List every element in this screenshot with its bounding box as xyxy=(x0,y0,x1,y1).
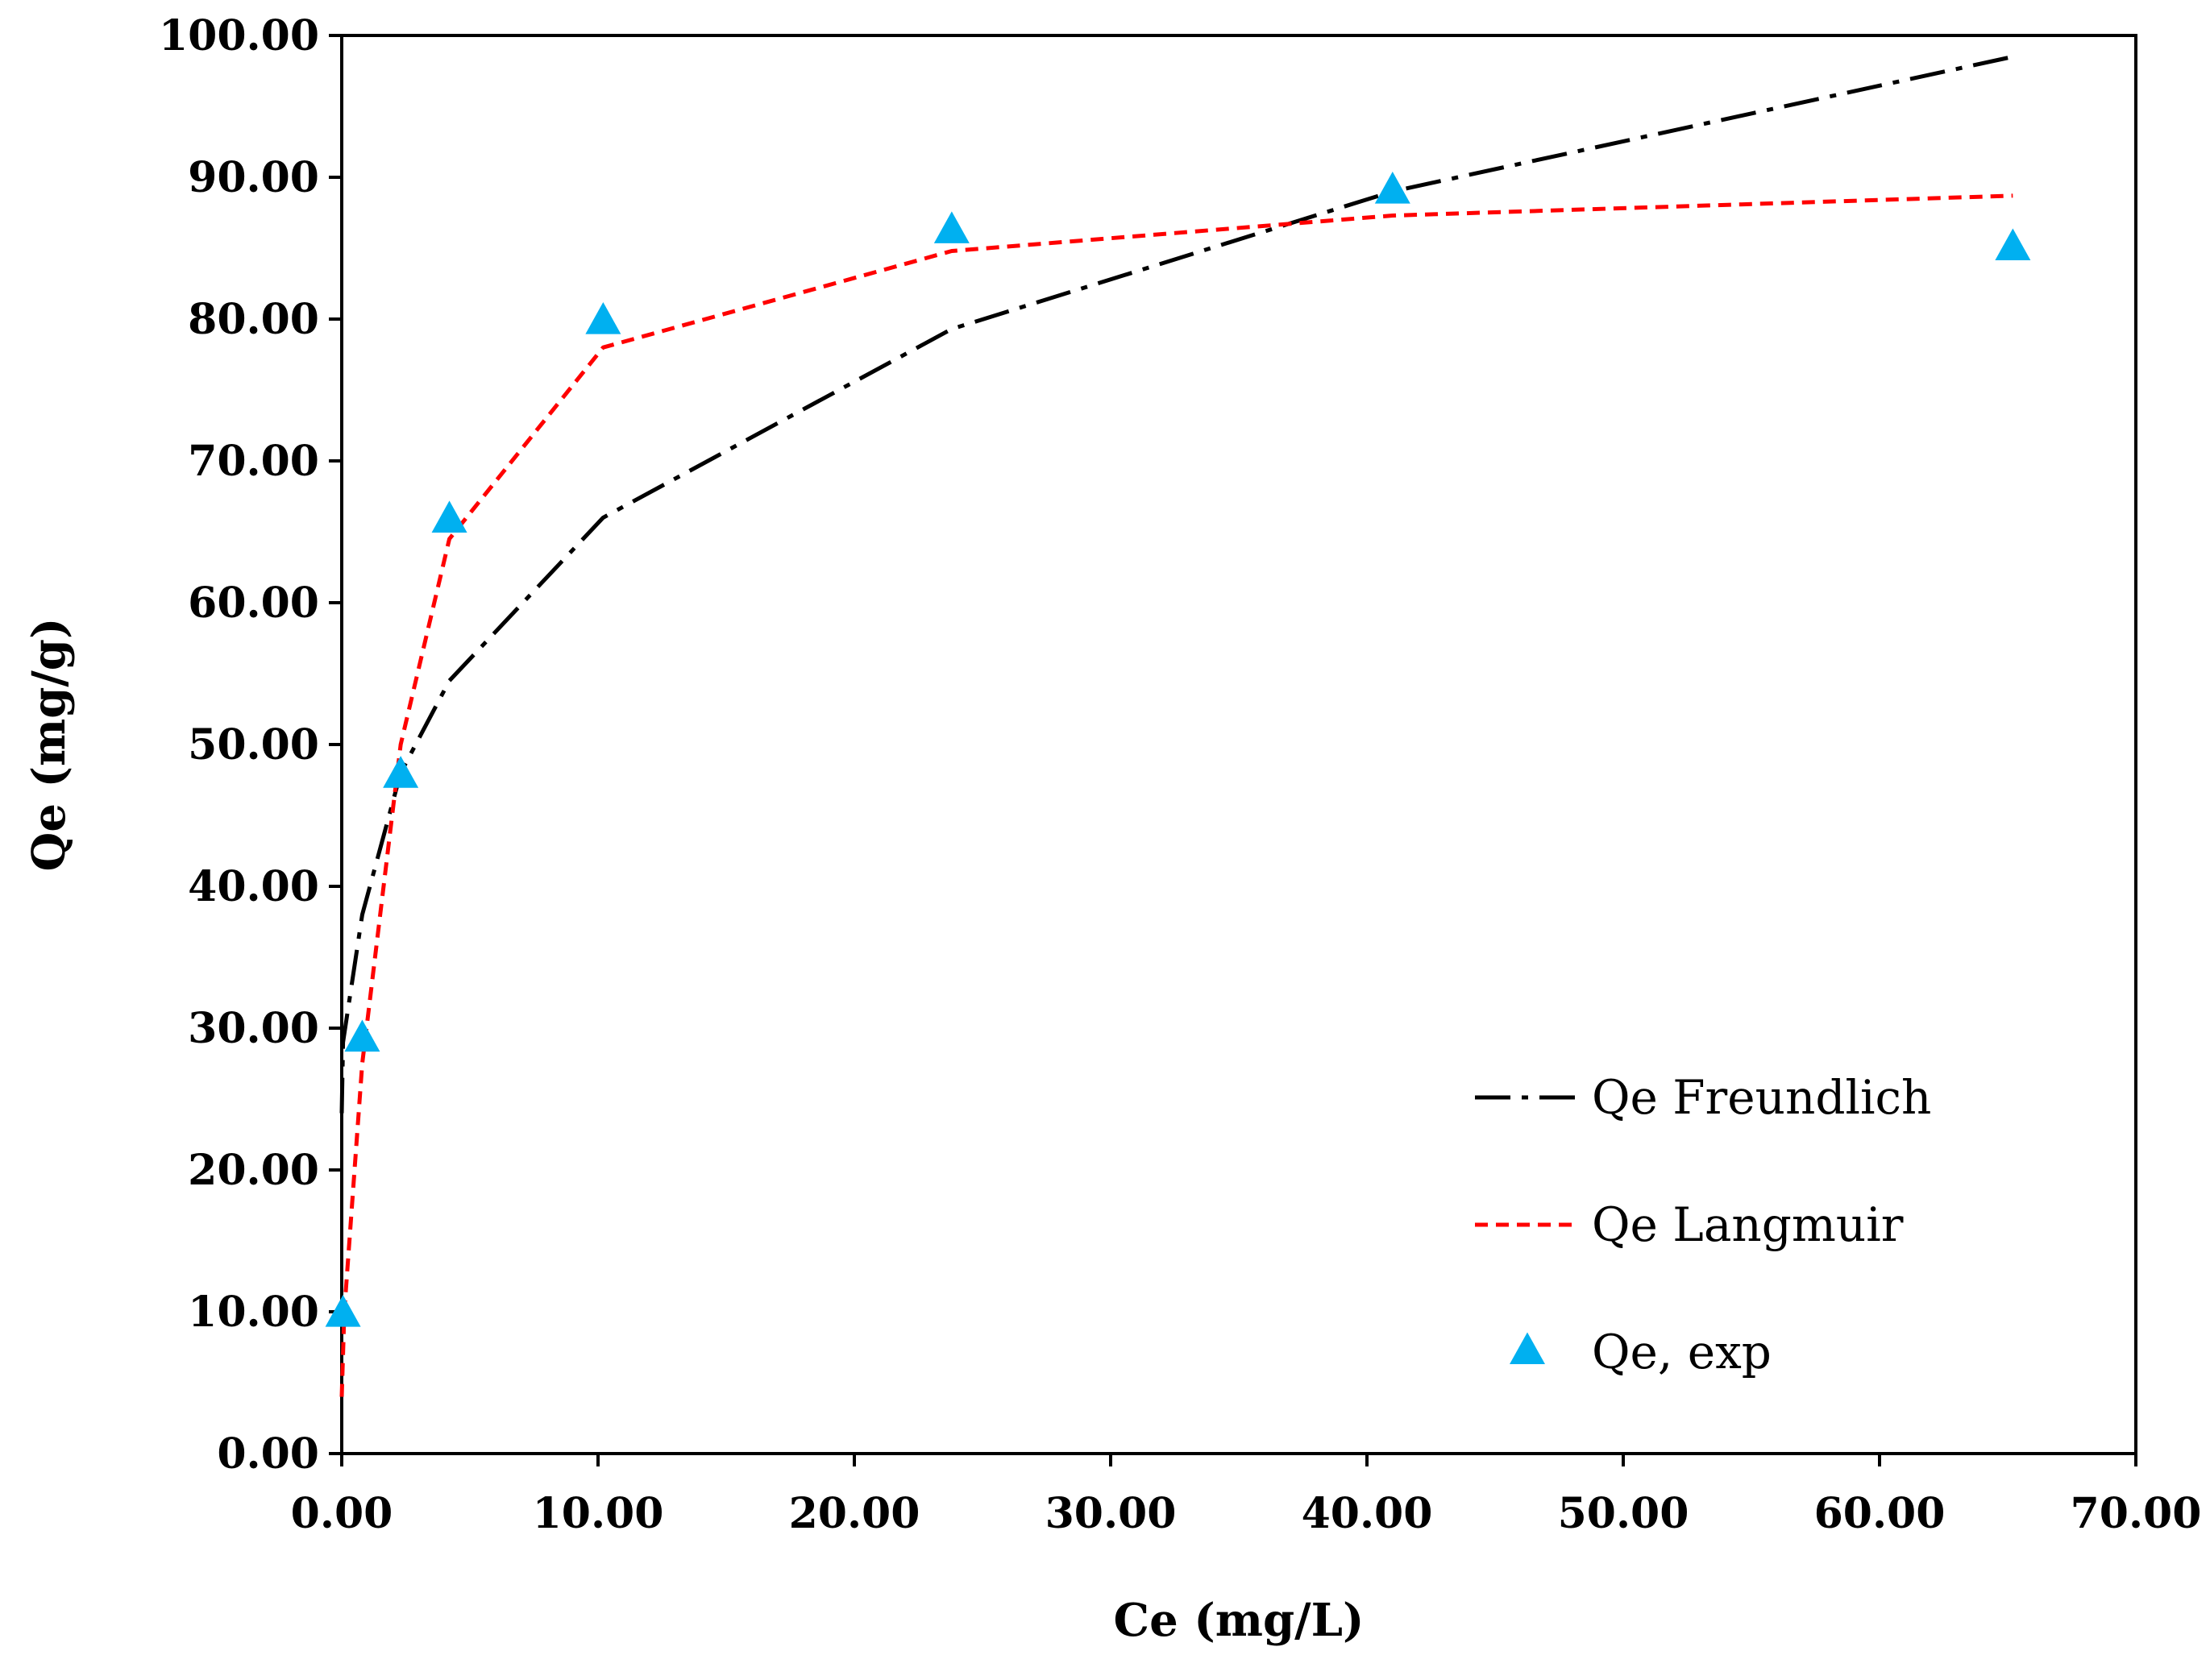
series-line-qe-langmuir xyxy=(339,193,2013,1397)
x-tick-label: 50.00 xyxy=(1558,1489,1689,1538)
y-axis-title: Qe (mg/g) xyxy=(23,618,76,872)
legend-swatch-qe-exp xyxy=(1510,1332,1545,1365)
y-tick-label: 10.00 xyxy=(188,1288,319,1337)
y-axis-ticks: 0.00 10.00 20.00 30.00 40.00 50.00 60.00 70.00 8… xyxy=(159,11,342,1479)
x-tick-label: 0.00 xyxy=(291,1489,393,1538)
x-tick-label: 70.00 xyxy=(2071,1489,2202,1538)
y-tick-label: 60.00 xyxy=(188,579,319,628)
data-point-qe-exp xyxy=(1374,172,1410,204)
data-point-qe-exp xyxy=(344,1019,380,1052)
x-tick-label: 10.00 xyxy=(533,1489,664,1538)
data-point-qe-exp xyxy=(1995,228,2031,261)
y-tick-label: 50.00 xyxy=(188,720,319,769)
data-point-qe-exp xyxy=(933,211,970,243)
y-tick-label: 90.00 xyxy=(188,153,319,202)
y-tick-label: 0.00 xyxy=(217,1429,319,1479)
y-tick-label: 30.00 xyxy=(188,1004,319,1053)
series-layer xyxy=(325,54,2031,1397)
legend-label-qe-langmuir: Qe Langmuir xyxy=(1592,1197,1904,1252)
data-point-qe-exp xyxy=(431,500,467,533)
x-tick-label: 60.00 xyxy=(1814,1489,1946,1538)
legend: Qe Freundlich Qe Langmuir Qe, exp xyxy=(1475,1070,1931,1379)
x-tick-label: 30.00 xyxy=(1045,1489,1177,1538)
legend-label-qe-freundlich: Qe Freundlich xyxy=(1592,1070,1931,1125)
y-tick-label: 40.00 xyxy=(188,862,319,911)
x-axis-title: Ce (mg/L) xyxy=(1114,1594,1365,1647)
y-tick-label: 80.00 xyxy=(188,295,319,344)
y-tick-label: 70.00 xyxy=(188,437,319,486)
data-point-qe-exp xyxy=(585,301,621,334)
x-axis-ticks: 0.00 10.00 20.00 30.00 40.00 50.00 60.00 70.00 xyxy=(291,1454,2202,1538)
series-line-qe-freundlich xyxy=(339,54,2013,1114)
x-tick-label: 20.00 xyxy=(789,1489,920,1538)
legend-label-qe-exp: Qe, exp xyxy=(1592,1325,1772,1379)
y-tick-label: 100.00 xyxy=(159,11,319,60)
x-tick-label: 40.00 xyxy=(1302,1489,1433,1538)
data-point-qe-exp xyxy=(383,756,419,788)
data-point-qe-exp xyxy=(325,1294,361,1327)
y-tick-label: 20.00 xyxy=(188,1146,319,1195)
